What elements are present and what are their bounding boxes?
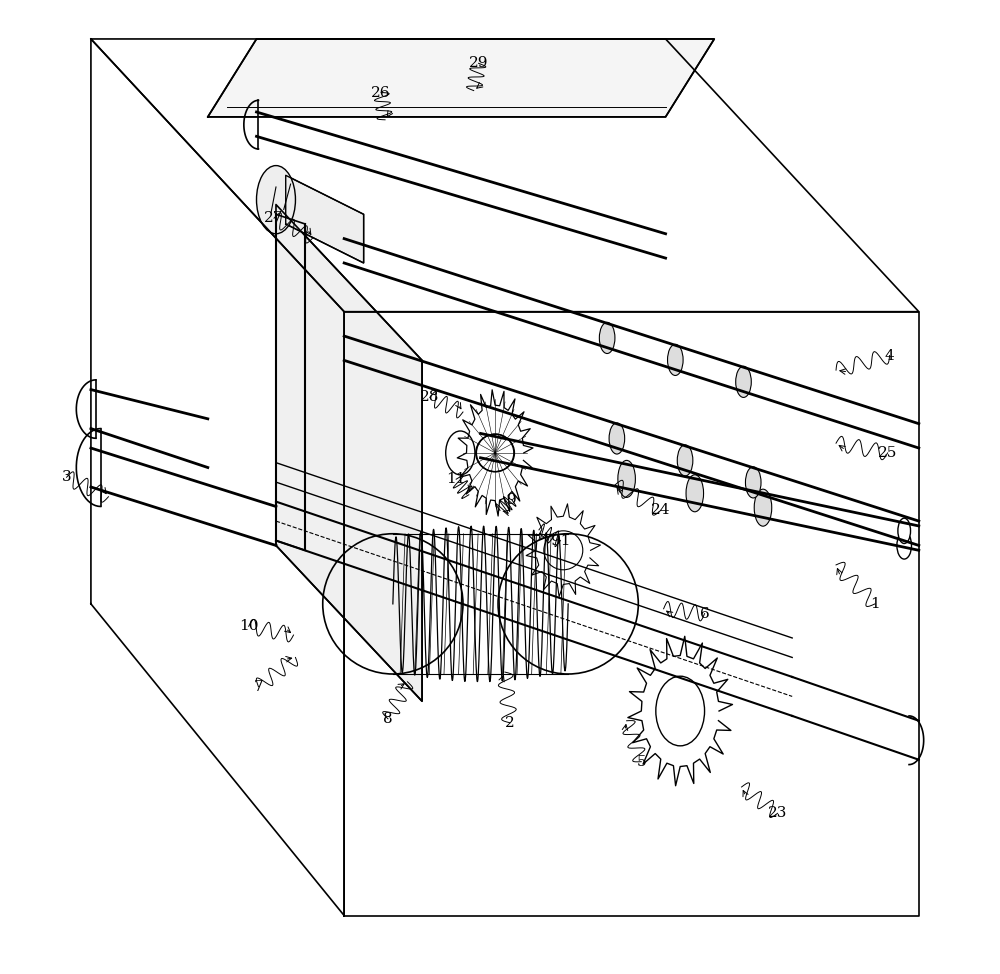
Text: 7: 7 [254, 680, 263, 693]
Text: 27: 27 [264, 211, 284, 225]
Ellipse shape [677, 445, 693, 476]
Text: 26: 26 [371, 86, 391, 99]
Ellipse shape [745, 467, 761, 498]
Text: 29: 29 [469, 56, 488, 70]
Text: 2: 2 [505, 716, 515, 730]
Text: 23: 23 [768, 806, 787, 820]
Text: 91: 91 [551, 534, 570, 547]
Ellipse shape [754, 489, 772, 526]
Text: 28: 28 [420, 391, 440, 404]
Ellipse shape [256, 166, 295, 234]
Polygon shape [208, 39, 714, 117]
Text: 5: 5 [636, 755, 646, 768]
Ellipse shape [618, 461, 635, 498]
Text: 3: 3 [62, 470, 71, 484]
Text: 10: 10 [239, 619, 258, 633]
Polygon shape [286, 175, 364, 263]
Ellipse shape [898, 518, 911, 543]
Text: 24: 24 [651, 504, 670, 517]
Ellipse shape [599, 322, 615, 354]
Text: 9: 9 [507, 493, 517, 506]
Ellipse shape [446, 431, 475, 474]
Text: 11: 11 [446, 472, 466, 486]
Text: 1: 1 [870, 597, 880, 611]
Ellipse shape [897, 532, 912, 559]
Text: 8: 8 [383, 712, 393, 726]
Ellipse shape [609, 423, 625, 454]
Ellipse shape [668, 344, 683, 375]
Text: 25: 25 [878, 446, 897, 460]
Text: 6: 6 [700, 607, 709, 620]
Text: 4: 4 [885, 349, 894, 362]
Ellipse shape [686, 474, 704, 511]
Ellipse shape [736, 366, 751, 397]
Polygon shape [276, 205, 422, 701]
